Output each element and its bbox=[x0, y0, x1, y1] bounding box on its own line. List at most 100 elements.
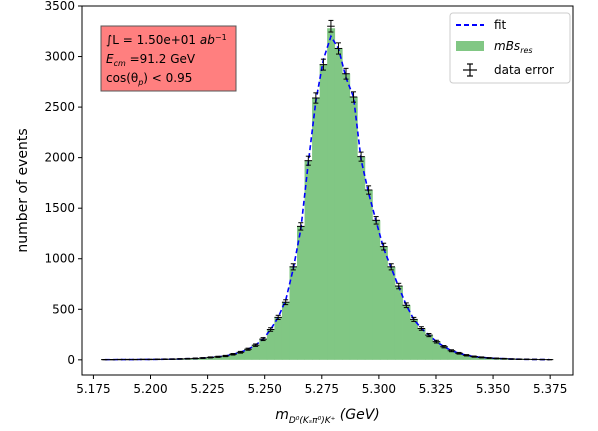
error-point bbox=[417, 326, 426, 331]
error-point bbox=[214, 355, 222, 358]
hist-bar bbox=[425, 335, 434, 360]
error-point bbox=[221, 354, 230, 358]
error-point bbox=[440, 345, 448, 349]
annotation-luminosity: ∫L = 1.50e+01 ab−1 bbox=[106, 33, 227, 48]
hist-bar bbox=[417, 328, 426, 360]
hist-bar bbox=[206, 357, 215, 360]
error-point bbox=[349, 91, 358, 103]
x-tick-label: 5.225 bbox=[190, 382, 224, 396]
annotation-energy: Ecm =91.2 GeV bbox=[106, 52, 196, 68]
x-tick-label: 5.200 bbox=[133, 382, 167, 396]
hist-bar bbox=[327, 28, 336, 360]
annotation-background bbox=[100, 25, 237, 92]
hist-bar bbox=[372, 220, 381, 360]
error-point bbox=[455, 351, 463, 355]
legend-errorbar-swatch bbox=[463, 63, 477, 77]
hist-bar bbox=[477, 357, 486, 360]
hist-bar bbox=[379, 246, 388, 360]
hist-bar bbox=[236, 352, 245, 360]
x-axis: 5.175 5.200 5.225 5.250 5.275 5.300 5.325 5.350… bbox=[76, 375, 567, 396]
error-point bbox=[334, 42, 343, 55]
error-point bbox=[402, 302, 411, 309]
error-point bbox=[485, 357, 493, 359]
legend-frame bbox=[449, 12, 571, 84]
hist-bar bbox=[394, 286, 403, 360]
error-point bbox=[312, 92, 320, 104]
hist-bar bbox=[447, 350, 456, 360]
histogram-layer bbox=[101, 28, 554, 360]
error-point bbox=[432, 339, 441, 344]
error-point bbox=[199, 357, 207, 359]
y-tick-label: 1000 bbox=[44, 252, 75, 266]
annotation-cos-cut: cos(θp) < 0.95 bbox=[106, 71, 192, 87]
error-point bbox=[342, 67, 350, 80]
hist-bar bbox=[266, 329, 275, 360]
error-point bbox=[477, 356, 486, 359]
x-tick-label: 5.325 bbox=[419, 382, 453, 396]
error-point bbox=[372, 216, 380, 225]
error-point bbox=[259, 337, 267, 342]
x-tick-label: 5.375 bbox=[533, 382, 567, 396]
error-point bbox=[297, 222, 305, 231]
error-point bbox=[244, 347, 252, 351]
y-tick-label: 3000 bbox=[44, 50, 75, 64]
error-point bbox=[281, 299, 290, 306]
legend-fit-label: fit bbox=[494, 18, 507, 32]
y-axis: 0 500 1000 1500 2000 2500 3000 3500 bbox=[44, 0, 82, 367]
hist-bar bbox=[297, 226, 305, 360]
hist-bar bbox=[410, 319, 418, 360]
error-point bbox=[508, 358, 516, 360]
x-tick-label: 5.250 bbox=[248, 382, 282, 396]
error-point bbox=[425, 332, 433, 338]
hist-bar bbox=[259, 339, 268, 360]
error-point bbox=[176, 358, 184, 360]
x-tick-label: 5.300 bbox=[362, 382, 396, 396]
error-point bbox=[274, 314, 282, 320]
hist-bar bbox=[387, 266, 396, 360]
errorbar-layer bbox=[101, 19, 554, 361]
error-point bbox=[462, 354, 471, 357]
plot-frame bbox=[81, 5, 574, 376]
error-point bbox=[387, 263, 395, 271]
error-point bbox=[410, 316, 418, 322]
error-point bbox=[236, 350, 245, 354]
error-point bbox=[364, 185, 373, 195]
x-tick-label: 5.350 bbox=[476, 382, 510, 396]
hist-bar bbox=[289, 266, 298, 360]
hist-bar bbox=[229, 354, 238, 360]
error-point bbox=[191, 357, 200, 360]
legend-errorbar-label: data error bbox=[494, 63, 554, 77]
hist-bar bbox=[251, 345, 260, 360]
hist-bar bbox=[221, 355, 230, 360]
error-point bbox=[206, 356, 215, 359]
error-point bbox=[229, 353, 237, 356]
error-point bbox=[251, 343, 260, 347]
hist-bar bbox=[462, 355, 471, 360]
hist-bar bbox=[357, 156, 366, 360]
annotation-box: ∫L = 1.50e+01 ab−1 Ecm =91.2 GeV cos(θp)… bbox=[100, 25, 237, 92]
y-tick-label: 1500 bbox=[44, 201, 75, 215]
hist-bar bbox=[214, 356, 223, 360]
hist-bar bbox=[319, 64, 328, 360]
x-tick-label: 5.175 bbox=[76, 382, 110, 396]
error-point bbox=[304, 155, 313, 166]
error-point bbox=[168, 358, 177, 360]
hist-bar bbox=[244, 349, 253, 360]
error-point bbox=[447, 349, 456, 353]
legend-hist-swatch bbox=[456, 41, 484, 51]
y-tick-label: 3500 bbox=[44, 0, 75, 13]
error-point bbox=[394, 282, 403, 290]
hist-bar bbox=[334, 48, 343, 360]
y-tick-label: 500 bbox=[52, 302, 75, 316]
hist-bar bbox=[440, 346, 449, 360]
hist-bar bbox=[455, 353, 464, 360]
error-point bbox=[470, 355, 478, 358]
error-point bbox=[357, 151, 365, 162]
y-axis-label: number of events bbox=[15, 128, 31, 252]
y-tick-label: 0 bbox=[67, 353, 75, 367]
hist-bar bbox=[364, 189, 373, 360]
y-tick-label: 2500 bbox=[44, 100, 75, 114]
legend: fit mBsres data error bbox=[449, 12, 571, 84]
x-axis-label: mD⁰(Kₛπ⁰)K⁺ (GeV) bbox=[275, 407, 380, 426]
